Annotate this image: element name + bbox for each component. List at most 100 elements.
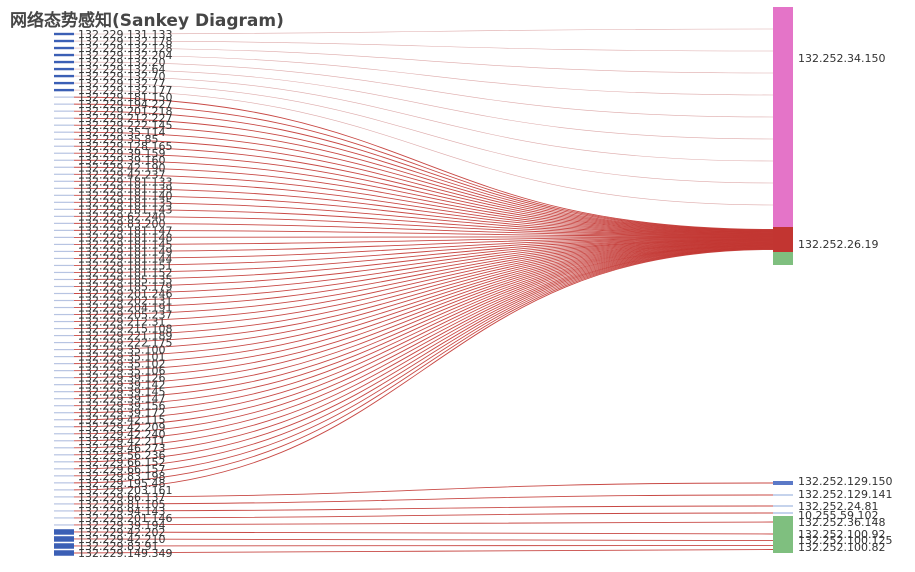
sankey-link xyxy=(73,173,774,234)
source-node[interactable] xyxy=(54,510,74,512)
source-node[interactable] xyxy=(54,363,74,365)
source-node[interactable] xyxy=(54,117,74,119)
source-node[interactable] xyxy=(54,243,74,246)
source-node[interactable] xyxy=(54,46,74,50)
source-node[interactable] xyxy=(54,426,74,428)
source-node[interactable] xyxy=(54,285,74,288)
source-node[interactable] xyxy=(54,222,74,224)
source-node[interactable] xyxy=(54,327,74,330)
source-node[interactable] xyxy=(54,166,74,168)
target-node[interactable] xyxy=(773,528,793,540)
source-node[interactable] xyxy=(54,433,74,435)
source-node[interactable] xyxy=(54,81,74,85)
source-node[interactable] xyxy=(54,447,74,449)
source-node[interactable] xyxy=(54,96,74,98)
source-node[interactable] xyxy=(54,173,74,175)
sankey-link xyxy=(73,247,774,470)
source-node[interactable] xyxy=(54,398,74,400)
target-node[interactable] xyxy=(773,546,793,553)
source-node[interactable] xyxy=(54,356,74,358)
source-node[interactable] xyxy=(54,60,74,64)
sankey-link xyxy=(73,244,774,407)
target-node[interactable] xyxy=(773,494,793,496)
sankey-link xyxy=(73,194,774,235)
source-node[interactable] xyxy=(54,489,74,491)
sankey-link xyxy=(73,237,774,266)
source-node[interactable] xyxy=(54,524,74,526)
target-node[interactable] xyxy=(773,481,793,485)
target-node[interactable] xyxy=(773,227,793,252)
source-node[interactable] xyxy=(54,405,74,407)
source-node[interactable] xyxy=(54,271,74,274)
source-node[interactable] xyxy=(54,110,74,112)
source-node[interactable] xyxy=(54,152,74,154)
source-node[interactable] xyxy=(54,517,74,519)
source-node[interactable] xyxy=(54,412,74,414)
source-node[interactable] xyxy=(54,215,74,217)
source-node[interactable] xyxy=(54,454,74,456)
source-node[interactable] xyxy=(54,419,74,421)
source-node[interactable] xyxy=(54,187,74,189)
target-node[interactable] xyxy=(773,505,793,507)
sankey-link xyxy=(73,242,774,372)
source-node[interactable] xyxy=(54,39,74,43)
target-node[interactable] xyxy=(773,512,793,514)
sankey-link xyxy=(73,47,774,74)
source-node[interactable] xyxy=(54,320,74,323)
source-node[interactable] xyxy=(54,32,74,36)
source-node[interactable] xyxy=(54,306,74,309)
source-node[interactable] xyxy=(54,536,74,542)
source-node-label: 132.229.181.152 xyxy=(78,266,172,279)
source-node[interactable] xyxy=(54,550,74,556)
source-node[interactable] xyxy=(54,124,74,126)
source-node[interactable] xyxy=(54,349,74,351)
sankey-link xyxy=(73,544,774,547)
source-node[interactable] xyxy=(54,250,74,253)
target-node[interactable] xyxy=(773,252,793,265)
source-node[interactable] xyxy=(54,440,74,442)
source-node[interactable] xyxy=(54,103,74,105)
source-node[interactable] xyxy=(54,229,74,231)
source-node[interactable] xyxy=(54,257,74,260)
source-node[interactable] xyxy=(54,370,74,372)
source-node[interactable] xyxy=(54,67,74,71)
source-node[interactable] xyxy=(54,236,74,238)
source-node[interactable] xyxy=(54,194,74,196)
sankey-link xyxy=(73,538,774,542)
source-node-label: 132.229.181.148 xyxy=(78,231,172,244)
source-node[interactable] xyxy=(54,264,74,267)
source-node[interactable] xyxy=(54,334,74,337)
source-node[interactable] xyxy=(54,503,74,505)
source-node[interactable] xyxy=(54,377,74,379)
source-node[interactable] xyxy=(54,341,74,344)
source-node[interactable] xyxy=(54,496,74,498)
source-node[interactable] xyxy=(54,299,74,302)
sankey-link xyxy=(73,531,774,535)
source-node[interactable] xyxy=(54,384,74,386)
source-node[interactable] xyxy=(54,145,74,147)
source-node[interactable] xyxy=(54,138,74,140)
target-node[interactable] xyxy=(773,516,793,528)
source-node[interactable] xyxy=(54,391,74,393)
source-node[interactable] xyxy=(54,201,74,203)
sankey-link xyxy=(73,249,774,491)
source-node[interactable] xyxy=(54,468,74,470)
source-node[interactable] xyxy=(54,278,74,281)
source-node[interactable] xyxy=(54,208,74,210)
source-node[interactable] xyxy=(54,461,74,463)
source-node[interactable] xyxy=(54,74,74,78)
source-node[interactable] xyxy=(54,131,74,133)
source-node[interactable] xyxy=(54,313,74,316)
source-node[interactable] xyxy=(54,180,74,182)
source-node[interactable] xyxy=(54,53,74,57)
source-node[interactable] xyxy=(54,482,74,484)
source-node[interactable] xyxy=(54,543,74,549)
source-node[interactable] xyxy=(54,529,74,535)
source-node[interactable] xyxy=(54,159,74,161)
target-node[interactable] xyxy=(773,7,793,227)
target-node[interactable] xyxy=(773,540,793,546)
source-node[interactable] xyxy=(54,88,74,92)
source-node[interactable] xyxy=(54,292,74,295)
source-node[interactable] xyxy=(54,475,74,477)
sankey-link xyxy=(73,246,774,442)
